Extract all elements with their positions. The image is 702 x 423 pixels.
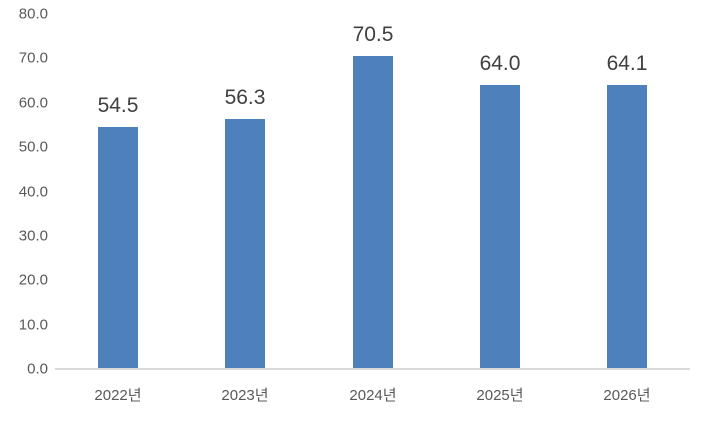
- bar-value-label: 70.5: [352, 23, 394, 47]
- x-tick-label: 2026년: [603, 387, 651, 404]
- bar-value-label: 64.1: [606, 51, 648, 75]
- y-tick-label: 60.0: [18, 94, 48, 112]
- y-tick-label: 10.0: [18, 316, 48, 334]
- y-tick-label: 40.0: [18, 183, 48, 200]
- bar: [607, 84, 647, 369]
- bar: [353, 56, 393, 369]
- y-tick-label: 50.0: [18, 138, 48, 156]
- bar: [225, 119, 265, 369]
- y-tick-label: 0.0: [27, 360, 48, 378]
- bar-value-label: 54.5: [97, 94, 139, 118]
- bar-value-label: 64.0: [479, 52, 521, 75]
- x-tick-label: 2024년: [349, 387, 397, 404]
- bar-value-label: 56.3: [224, 86, 266, 110]
- y-tick-label: 80.0: [18, 5, 48, 23]
- x-axis-line: [55, 368, 690, 370]
- y-tick-label: 30.0: [18, 227, 48, 245]
- x-tick-label: 2025년: [476, 387, 524, 404]
- y-tick-label: 70.0: [18, 49, 48, 67]
- y-tick-label: 20.0: [18, 271, 48, 289]
- x-tick-label: 2022년: [94, 387, 142, 404]
- bar: [98, 127, 138, 369]
- x-tick-label: 2023년: [221, 387, 269, 404]
- bar: [480, 85, 520, 369]
